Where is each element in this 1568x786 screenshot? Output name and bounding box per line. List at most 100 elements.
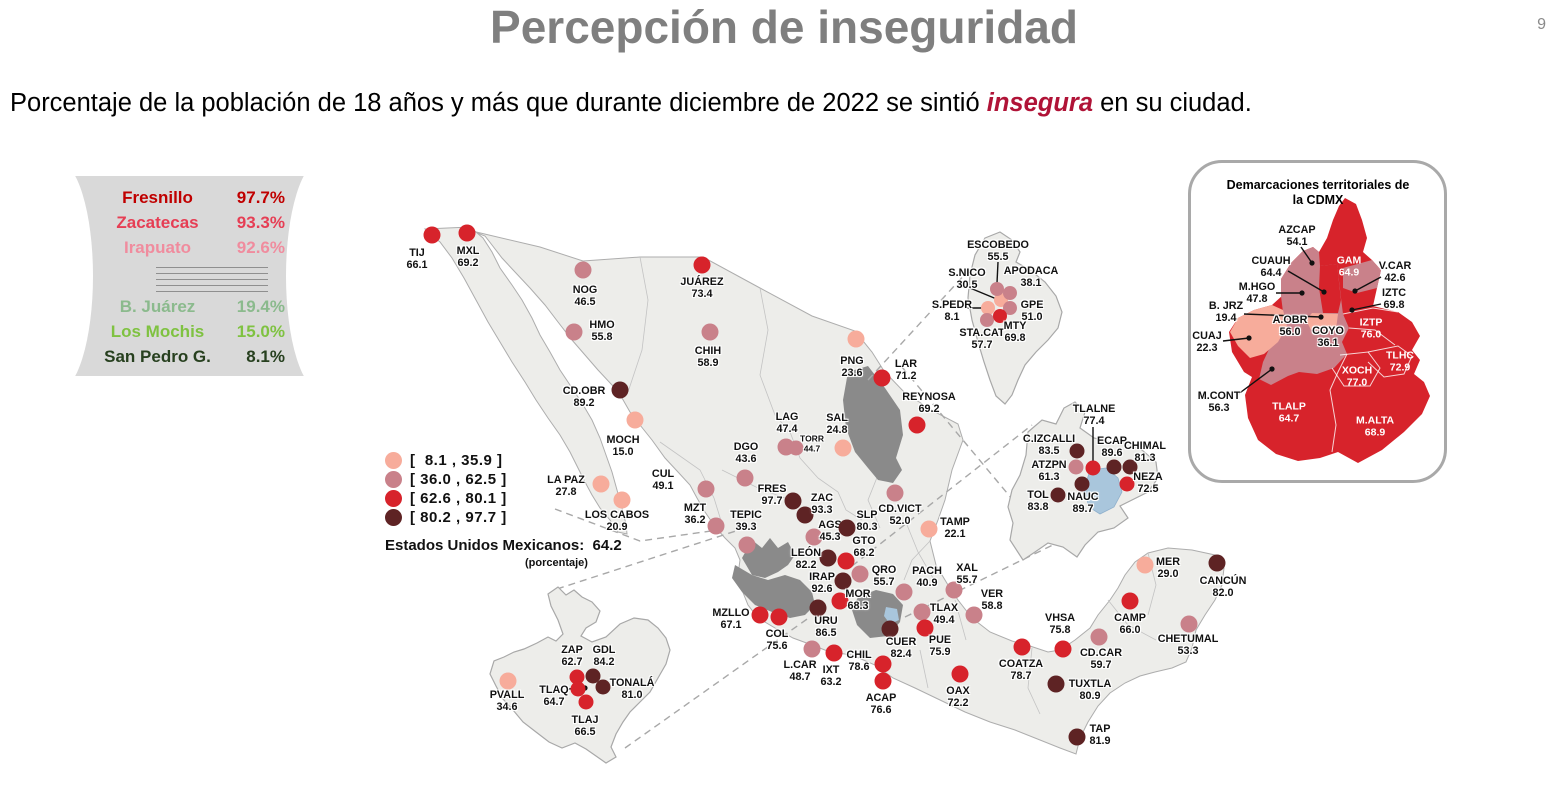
city-marker-dot xyxy=(574,261,592,279)
city-label: MZLLO 67.1 xyxy=(712,606,750,631)
city-label: TLALP 64.7 xyxy=(1272,400,1306,424)
city-marker-dot xyxy=(693,256,711,274)
city-label: MER 29.0 xyxy=(1156,555,1180,580)
city-label: VHSA 75.8 xyxy=(1045,611,1075,636)
city-marker-dot xyxy=(565,323,583,341)
ranking-row: Fresnillo 97.7% xyxy=(100,185,285,210)
city-marker-dot xyxy=(738,536,756,554)
city-marker-dot xyxy=(980,313,994,327)
city-marker-dot xyxy=(886,484,904,502)
ranking-value: 8.1% xyxy=(246,347,285,366)
city-marker-dot xyxy=(1047,675,1065,693)
city-label: APODACA 38.1 xyxy=(1003,264,1059,289)
city-marker-dot xyxy=(499,672,517,690)
city-label: MOR 68.3 xyxy=(845,587,871,612)
city-label: TIJ 66.1 xyxy=(406,246,428,271)
city-label: M.ALTA 68.9 xyxy=(1355,414,1395,438)
legend-swatch-icon xyxy=(385,509,402,526)
city-label: GTO 68.2 xyxy=(852,534,876,559)
legend-swatch-icon xyxy=(385,490,402,507)
city-marker-dot xyxy=(1050,487,1066,503)
city-label: PVALL 34.6 xyxy=(489,688,525,713)
ranking-box: Fresnillo 97.7% Zacatecas 93.3% Irapuato 92.6… xyxy=(21,160,358,392)
city-marker-dot xyxy=(1074,476,1090,492)
city-marker-dot xyxy=(595,679,611,695)
page-number: 9 xyxy=(1537,16,1546,33)
city-marker-dot xyxy=(913,603,931,621)
city-label: A.OBR 56.0 xyxy=(1272,313,1308,338)
city-marker-dot xyxy=(592,475,610,493)
city-marker-dot xyxy=(1085,460,1101,476)
city-label: MTY 69.8 xyxy=(1003,319,1027,344)
city-marker-dot xyxy=(697,480,715,498)
city-label: MZT 36.2 xyxy=(683,501,707,526)
city-label: NEZA 72.5 xyxy=(1133,470,1163,495)
ranking-city: B. Juárez xyxy=(119,297,196,316)
city-label: LAG 47.4 xyxy=(775,410,799,435)
city-label: TLAX 49.4 xyxy=(929,601,959,626)
city-label: NOG 46.5 xyxy=(572,283,598,308)
city-marker-dot xyxy=(874,655,892,673)
city-label: TUXTLA 80.9 xyxy=(1068,677,1112,702)
city-label: TOL 83.8 xyxy=(1027,488,1049,513)
city-label: COATZA 78.7 xyxy=(998,657,1044,682)
city-marker-dot xyxy=(1106,459,1122,475)
city-marker-dot xyxy=(707,517,725,535)
city-label: S.NICO 30.5 xyxy=(948,266,986,291)
ranking-row: B. Juárez 19.4% xyxy=(100,294,285,319)
city-marker-dot xyxy=(1208,554,1226,572)
subtitle-highlight: insegura xyxy=(986,89,1094,117)
city-label: V.CAR 42.6 xyxy=(1378,259,1412,284)
city-label: CHIMAL 81.3 xyxy=(1124,439,1166,464)
city-label: IZTP 76.0 xyxy=(1359,316,1383,340)
city-marker-dot xyxy=(851,565,869,583)
city-label: LOS CABOS 20.9 xyxy=(584,508,650,533)
city-label: C.IZCALLI 83.5 xyxy=(1022,432,1076,457)
city-label: REYNOSA 69.2 xyxy=(902,390,956,415)
city-label: TAMP 22.1 xyxy=(940,515,970,540)
ranking-separator xyxy=(156,262,268,292)
city-label: GAM 64.9 xyxy=(1336,254,1362,278)
ranking-row: Irapuato 92.6% xyxy=(100,235,285,260)
city-label: FRES 97.7 xyxy=(757,482,787,507)
city-label: LEÓN 82.2 xyxy=(791,546,821,571)
ranking-value: 15.0% xyxy=(236,322,285,341)
city-label: TORR 44.7 xyxy=(800,433,824,453)
city-marker-dot xyxy=(611,381,629,399)
city-label: PNG 23.6 xyxy=(840,354,864,379)
city-label: STA.CAT 57.7 xyxy=(959,326,1005,351)
city-label: ECAP 89.6 xyxy=(1097,434,1127,459)
city-marker-dot xyxy=(920,520,938,538)
city-marker-dot xyxy=(458,224,476,242)
city-marker-dot xyxy=(770,608,788,626)
city-label: CANCÚN 82.0 xyxy=(1199,574,1247,599)
city-marker-dot xyxy=(423,226,441,244)
city-label: COYO 36.1 xyxy=(1312,324,1344,349)
city-label: ATZPN 61.3 xyxy=(1031,458,1067,483)
city-marker-dot xyxy=(578,694,594,710)
city-marker-dot xyxy=(1121,592,1139,610)
city-label: TONALÁ 81.0 xyxy=(609,676,655,701)
city-label: URU 86.5 xyxy=(814,614,838,639)
city-label: TLALNE 77.4 xyxy=(1072,402,1116,427)
city-label: TEPIC 39.3 xyxy=(730,508,762,533)
city-marker-dot xyxy=(626,411,644,429)
ranking-rows: Fresnillo 97.7% Zacatecas 93.3% Irapuato 92.6… xyxy=(58,176,321,376)
ranking-city: Los Mochis xyxy=(110,322,205,341)
city-marker-dot xyxy=(701,323,719,341)
city-label: VER 58.8 xyxy=(980,587,1004,612)
subtitle: Porcentaje de la población de 18 años y … xyxy=(10,86,1562,120)
city-label: TLHC 72.9 xyxy=(1386,349,1414,373)
city-marker-dot xyxy=(1068,728,1086,746)
city-label: CHETUMAL 53.3 xyxy=(1157,632,1219,657)
city-label: CAMP 66.0 xyxy=(1114,611,1146,636)
city-label: MXL 69.2 xyxy=(456,244,480,269)
city-label: COL 75.6 xyxy=(765,627,789,652)
city-marker-dot xyxy=(874,672,892,690)
city-marker-dot xyxy=(1090,628,1108,646)
ranking-value: 97.7% xyxy=(236,188,285,207)
city-marker-dot xyxy=(613,491,631,509)
city-label: CD.OBR 89.2 xyxy=(562,384,606,409)
